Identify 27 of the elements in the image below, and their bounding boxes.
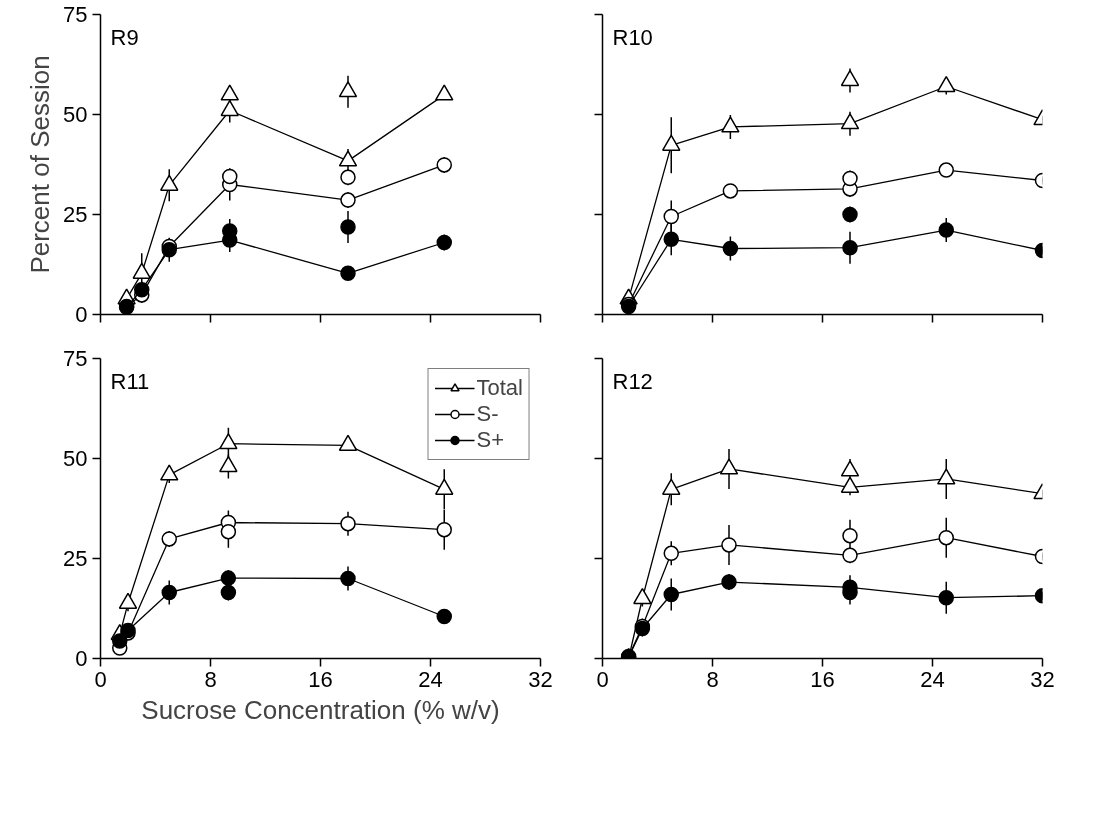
y-tick-label: 50 — [63, 446, 88, 471]
x-tick-label: 8 — [204, 666, 217, 692]
y-tick-label: 0 — [75, 302, 88, 327]
x-tick-label: 16 — [308, 666, 333, 692]
x-tick-label: 32 — [1030, 666, 1055, 692]
y-tick-label: 0 — [75, 646, 88, 671]
x-axis-title: Sucrose Concentration (% w/v) — [141, 694, 500, 725]
text: R10 — [612, 24, 653, 50]
text: R11 — [110, 368, 150, 394]
x-tick-label: 32 — [528, 666, 553, 692]
y-axis-title: Percent of Session — [25, 55, 56, 274]
y-tick-label: 75 — [63, 2, 88, 27]
legend-label: S+ — [476, 427, 505, 453]
x-tick-label: 0 — [94, 666, 107, 692]
text: R12 — [612, 368, 653, 394]
x-tick-label: 24 — [920, 666, 945, 692]
y-tick-label: 50 — [63, 102, 88, 127]
y-tick-label: 25 — [63, 546, 88, 571]
legend-label: Total — [476, 375, 523, 401]
y-tick-label: 25 — [63, 202, 88, 227]
x-tick-label: 24 — [418, 666, 443, 692]
legend-label: S- — [476, 401, 499, 427]
x-tick-label: 0 — [596, 666, 609, 692]
text: R9 — [110, 24, 139, 50]
y-tick-label: 75 — [63, 346, 88, 371]
x-tick-label: 16 — [810, 666, 835, 692]
x-tick-label: 8 — [706, 666, 719, 692]
